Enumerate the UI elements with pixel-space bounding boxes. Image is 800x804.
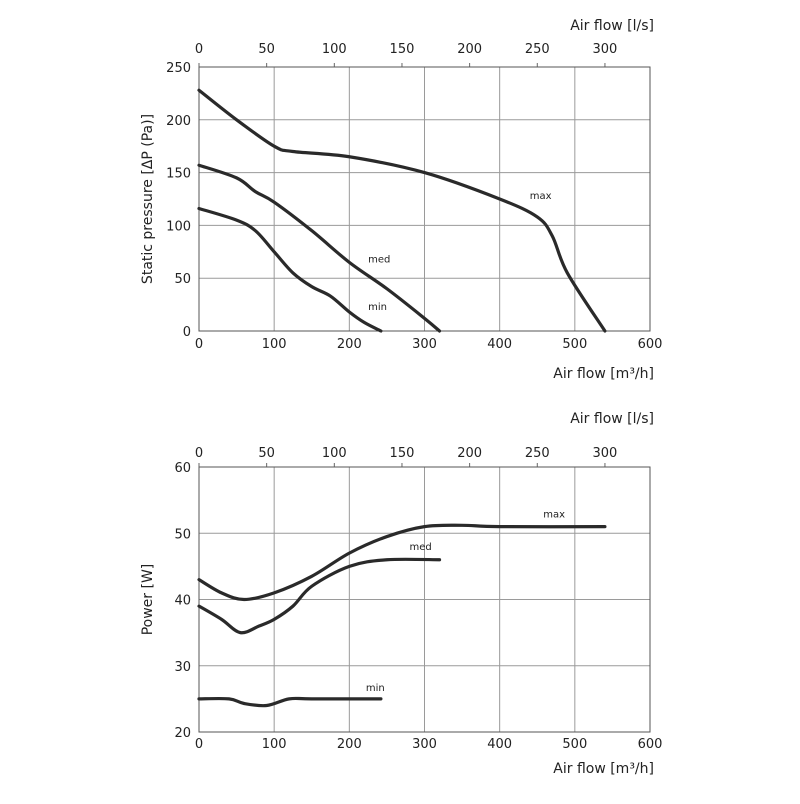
series-label-min: min [366,683,385,694]
x-axis-label: Air flow [m³/h] [553,366,654,382]
y-tick-label: 50 [174,527,191,542]
plot-frame [198,66,651,332]
top-x-tick-label: 300 [593,42,618,57]
x-tick-label: 300 [412,737,437,752]
top-x-tick-label: 250 [525,42,550,57]
x-tick-label: 100 [262,737,287,752]
series-label-med: med [368,254,390,265]
series-line-min [197,696,383,708]
series-label-max: max [530,191,552,202]
series-line-med [197,557,442,635]
top-x-tick-label: 150 [390,446,415,461]
y-tick-label: 50 [174,272,191,287]
top-x-axis-label: Air flow [l/s] [570,18,654,34]
y-axis-label: Power [W] [140,564,156,636]
x-tick-label: 600 [638,337,663,352]
x-tick-label: 400 [487,737,512,752]
y-tick-label: 20 [174,726,191,741]
x-tick-label: 400 [487,337,512,352]
series-line-min [197,206,383,333]
x-tick-label: 600 [638,737,663,752]
top-x-tick-label: 50 [258,42,275,57]
top-x-tick-label: 0 [195,446,203,461]
series-label-max: max [543,509,565,520]
top-x-tick-label: 300 [593,446,618,461]
x-tick-label: 500 [562,737,587,752]
x-tick-label: 0 [195,337,203,352]
x-tick-label: 500 [562,337,587,352]
x-tick-label: 100 [262,337,287,352]
series-label-med: med [409,542,431,553]
top-x-tick-label: 200 [457,446,482,461]
y-tick-label: 0 [183,325,191,340]
y-tick-label: 250 [166,61,191,76]
top-x-tick-label: 200 [457,42,482,57]
y-tick-label: 200 [166,114,191,129]
top-x-tick-label: 50 [258,446,275,461]
top-x-tick-label: 100 [322,446,347,461]
y-tick-label: 30 [174,660,191,675]
top-x-tick-label: 0 [195,42,203,57]
top-x-tick-label: 100 [322,42,347,57]
top-x-axis-label: Air flow [l/s] [570,411,654,427]
series-line-max [197,88,607,333]
x-tick-label: 200 [337,737,362,752]
x-tick-label: 0 [195,737,203,752]
series-line-max [197,523,607,602]
series-label-min: min [368,302,387,313]
top-x-tick-label: 150 [390,42,415,57]
x-tick-label: 300 [412,337,437,352]
y-tick-label: 150 [166,167,191,182]
y-axis-label: Static pressure [ΔP (Pa)] [140,114,156,284]
y-tick-label: 40 [174,594,191,609]
y-tick-label: 60 [174,461,191,476]
plot-frame [198,466,651,733]
top-x-tick-label: 250 [525,446,550,461]
series-line-med [197,163,442,333]
x-axis-label: Air flow [m³/h] [553,761,654,777]
x-tick-label: 200 [337,337,362,352]
y-tick-label: 100 [166,219,191,234]
